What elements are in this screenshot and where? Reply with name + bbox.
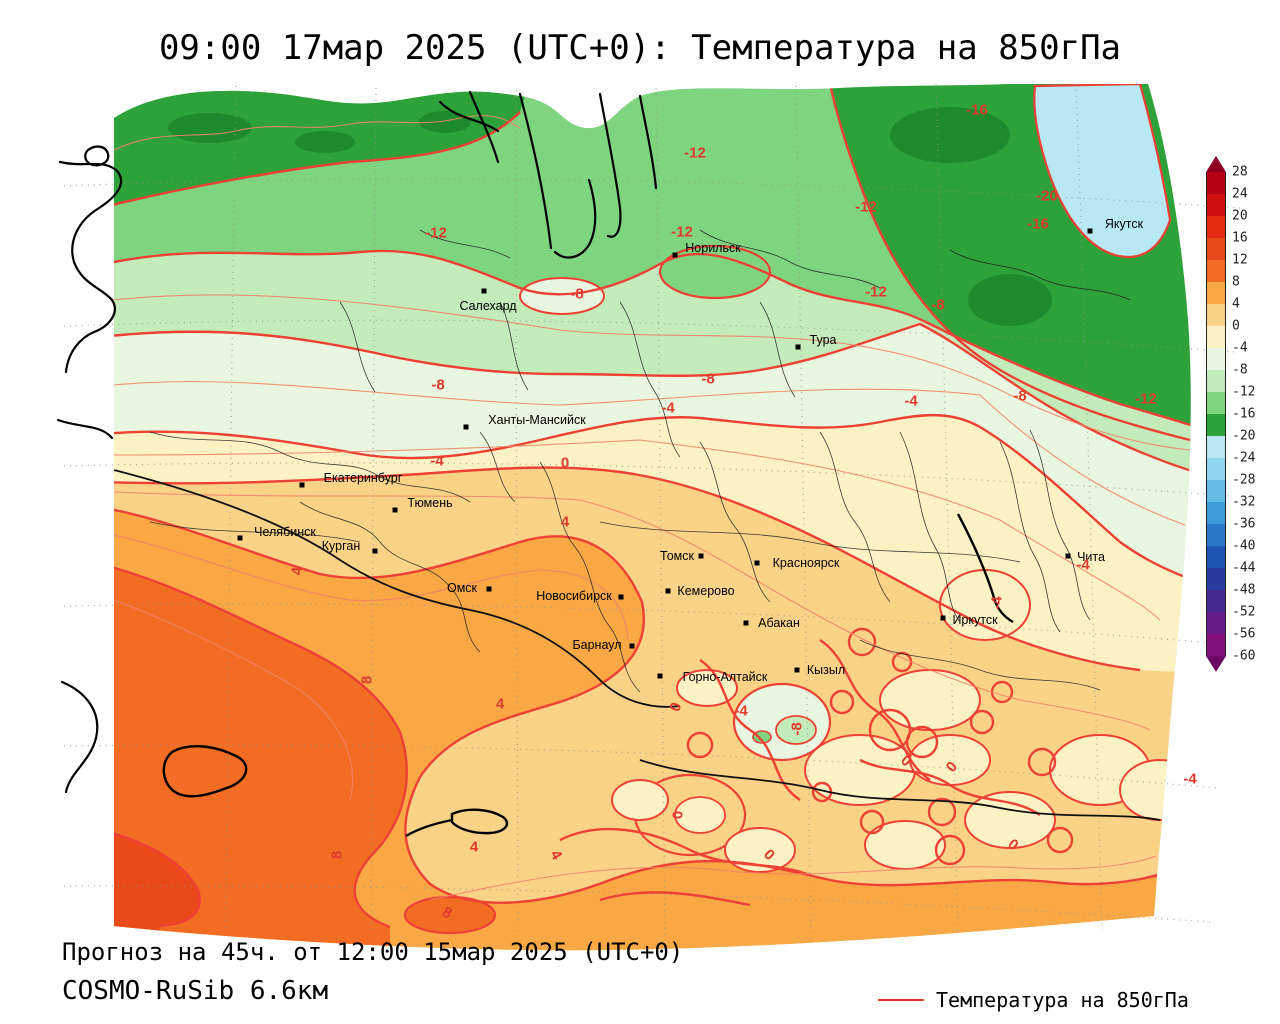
colorbar-label: -60 <box>1232 648 1256 664</box>
colorbar-arrow-up-icon <box>1206 156 1226 172</box>
colorbar-label: 16 <box>1232 230 1248 246</box>
colorbar-segment <box>1207 458 1225 480</box>
colorbar-segment <box>1207 612 1225 634</box>
colorbar-label: -36 <box>1232 516 1256 532</box>
map-title: 09:00 17мар 2025 (UTC+0): Температура на… <box>158 28 1122 68</box>
colorbar-segment <box>1207 194 1225 216</box>
colorbar-labels: 28 24 20 16 12 8 4 0 -4 -8 -12 -16 -20 -24 -28 -32 -36 -4… <box>1232 156 1276 676</box>
colorbar-arrow-down-icon <box>1206 656 1226 672</box>
colorbar-label: -56 <box>1232 626 1256 642</box>
colorbar-segments <box>1206 172 1226 656</box>
legend-label: Температура на 850гПа <box>936 988 1189 1012</box>
colorbar-label: -44 <box>1232 560 1256 576</box>
colorbar-segment <box>1207 436 1225 458</box>
colorbar-segment <box>1207 392 1225 414</box>
colorbar-label: -28 <box>1232 472 1256 488</box>
colorbar-segment <box>1207 634 1225 656</box>
colorbar-label: 4 <box>1232 296 1240 312</box>
colorbar-label: 20 <box>1232 208 1248 224</box>
colorbar-segment <box>1207 216 1225 238</box>
colorbar-label: -20 <box>1232 428 1256 444</box>
colorbar-label: -16 <box>1232 406 1256 422</box>
colorbar-segment <box>1207 172 1225 194</box>
colorbar-label: -12 <box>1232 384 1256 400</box>
model-name-text: COSMO-RuSib 6.6км <box>62 976 329 1006</box>
colorbar-segment <box>1207 238 1225 260</box>
colorbar-segment <box>1207 546 1225 568</box>
lake-baikal-outline <box>956 513 1014 624</box>
colorbar-label: -24 <box>1232 450 1256 466</box>
colorbar-label: -4 <box>1232 340 1248 356</box>
forecast-info-text: Прогноз на 45ч. от 12:00 15мар 2025 (UTC… <box>62 938 684 966</box>
colorbar-segment <box>1207 568 1225 590</box>
colorbar-segment <box>1207 304 1225 326</box>
colorbar-label: -48 <box>1232 582 1256 598</box>
colorbar-label: 8 <box>1232 274 1240 290</box>
colorbar-segment <box>1207 590 1225 612</box>
colorbar-label: 12 <box>1232 252 1248 268</box>
colorbar-segment <box>1207 326 1225 348</box>
colorbar-segment <box>1207 414 1225 436</box>
colorbar-label: -40 <box>1232 538 1256 554</box>
graticule <box>63 83 1241 941</box>
temperature-field <box>114 84 1191 951</box>
colorbar-label: -8 <box>1232 362 1248 378</box>
colorbar-label: -32 <box>1232 494 1256 510</box>
colorbar-segment <box>1207 502 1225 524</box>
geography-borders <box>56 90 1161 838</box>
colorbar-segment <box>1207 348 1225 370</box>
colorbar-segment <box>1207 370 1225 392</box>
colorbar-segment <box>1207 282 1225 304</box>
temperature-colorbar: 28 24 20 16 12 8 4 0 -4 -8 -12 -16 -20 -24 -28 -32 -36 -4… <box>1206 156 1276 672</box>
lake-balkhash-outline <box>162 745 248 798</box>
colorbar-label: -52 <box>1232 604 1256 620</box>
colorbar-label: 28 <box>1232 164 1248 180</box>
colorbar-segment <box>1207 480 1225 502</box>
colorbar-label: 0 <box>1232 318 1240 334</box>
colorbar-label: 24 <box>1232 186 1248 202</box>
colorbar-segment <box>1207 524 1225 546</box>
colorbar-segment <box>1207 260 1225 282</box>
isotherm-contour-lines <box>114 84 1191 929</box>
legend: Температура на 850гПа <box>878 988 1189 1012</box>
legend-line-sample <box>878 999 924 1001</box>
